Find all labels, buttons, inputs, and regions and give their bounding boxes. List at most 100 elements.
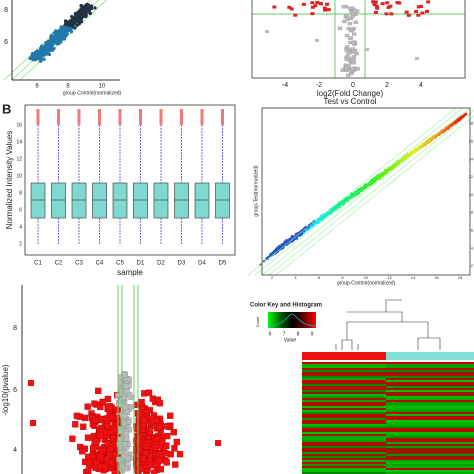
heat-cell: [302, 382, 386, 384]
point: [365, 48, 369, 51]
tick-label: D5: [219, 261, 227, 267]
box: [215, 182, 230, 219]
point: [384, 12, 389, 16]
point: [215, 440, 221, 446]
point: [84, 434, 92, 441]
heat-cell: [302, 374, 386, 376]
point: [310, 12, 315, 16]
point: [167, 451, 174, 458]
point: [289, 7, 294, 11]
point: [146, 429, 154, 436]
heat-cell: [302, 432, 386, 434]
point: [419, 4, 424, 8]
tick-label: 10: [364, 275, 369, 280]
point: [315, 39, 319, 42]
point: [172, 461, 179, 468]
heat-cell: [302, 364, 386, 366]
tick-label: 8: [4, 7, 8, 14]
heat-cell: [302, 454, 386, 456]
heat-cell: [302, 370, 386, 372]
point: [340, 68, 345, 72]
point: [148, 415, 155, 422]
point: [59, 34, 64, 38]
point: [110, 435, 117, 442]
point: [369, 182, 373, 185]
point: [151, 469, 158, 474]
tick-label: C5: [116, 261, 124, 267]
heat-cell: [386, 362, 474, 364]
guide: [11, 0, 99, 81]
heat-cell: [302, 428, 386, 430]
point: [87, 9, 91, 13]
point: [170, 428, 177, 436]
group-bar: [302, 352, 386, 360]
point: [89, 445, 97, 452]
point: [426, 138, 430, 142]
heat-cell: [302, 460, 386, 462]
point: [69, 30, 74, 34]
heat-cell: [386, 372, 474, 374]
heat-cell: [386, 420, 474, 422]
point: [95, 387, 102, 395]
heat-cell: [386, 442, 474, 444]
heat-cell: [302, 422, 386, 424]
point: [414, 10, 419, 14]
point: [426, 0, 431, 4]
heat-cell: [386, 440, 474, 442]
heat-cell: [302, 444, 386, 446]
point: [372, 3, 377, 7]
tick-label: 18: [469, 121, 474, 126]
point: [374, 4, 379, 8]
point: [78, 19, 83, 23]
tick-label: D1: [137, 261, 145, 267]
y-label: -log10(pvalue): [1, 364, 10, 415]
heat-cell: [386, 436, 474, 438]
tick-label: 8: [471, 210, 474, 215]
point: [125, 461, 131, 467]
point: [353, 191, 356, 194]
point: [104, 440, 111, 447]
point: [123, 431, 130, 437]
tick-label: 0: [351, 82, 355, 89]
tick-label: 6: [318, 275, 321, 280]
point: [118, 444, 125, 450]
point: [86, 459, 93, 467]
point: [342, 19, 347, 24]
subtitle: Test vs Control: [324, 97, 377, 106]
heat-cell: [302, 440, 386, 442]
point: [343, 66, 349, 70]
point: [49, 35, 53, 39]
point: [93, 6, 97, 10]
point: [287, 5, 292, 9]
tick-label: C4: [96, 261, 104, 267]
point: [41, 53, 45, 57]
point: [339, 202, 342, 205]
point: [299, 233, 302, 237]
point: [341, 5, 346, 9]
guide: [247, 107, 457, 276]
point: [63, 19, 68, 23]
point: [141, 417, 148, 424]
point: [350, 14, 355, 19]
point: [351, 40, 356, 45]
point: [121, 394, 128, 401]
heat-cell: [386, 424, 474, 426]
heat-cell: [386, 428, 474, 430]
box: [194, 182, 210, 219]
point: [133, 424, 141, 431]
point: [51, 48, 55, 52]
point: [344, 57, 349, 61]
heat-cell: [386, 468, 474, 470]
point: [88, 11, 93, 16]
point: [40, 44, 44, 48]
point: [420, 11, 425, 15]
heat-cell: [302, 398, 386, 400]
point: [373, 0, 378, 4]
tick-label: C2: [55, 261, 63, 267]
heat-cell: [386, 426, 474, 428]
point: [375, 6, 380, 10]
heat-cell: [302, 458, 386, 460]
point: [118, 402, 124, 408]
heat-cell: [386, 364, 474, 366]
heat-cell: [302, 362, 386, 364]
